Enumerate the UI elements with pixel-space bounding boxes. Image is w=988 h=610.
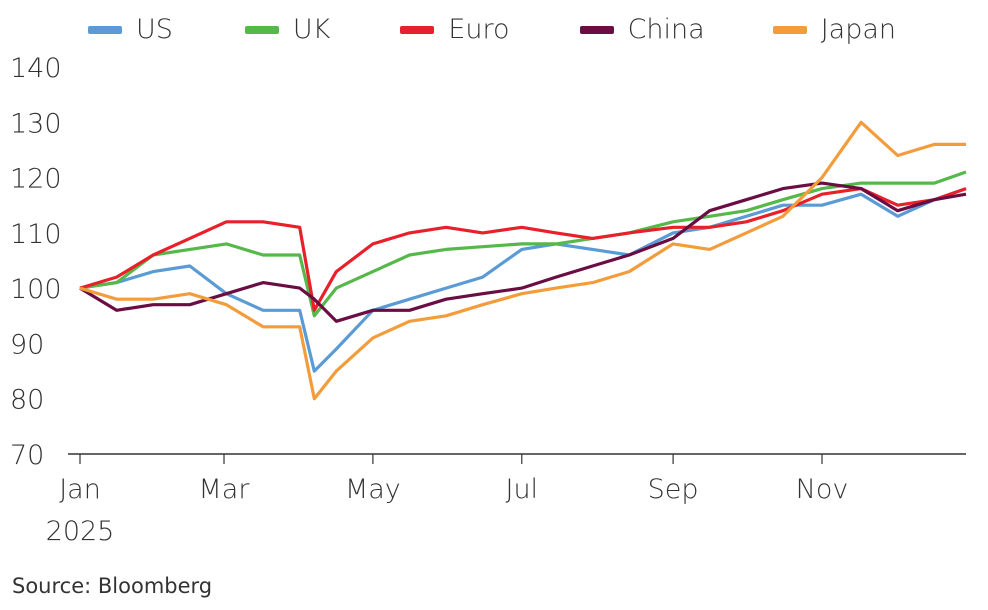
y-tick-label: 130 bbox=[10, 108, 62, 139]
legend-label: US bbox=[136, 14, 173, 45]
series-line-uk bbox=[79, 170, 967, 318]
y-tick-label: 80 bbox=[10, 385, 44, 416]
series-line-japan bbox=[79, 120, 966, 401]
source-note: Source: Bloomberg bbox=[12, 574, 213, 598]
x-tick-label: Mar bbox=[199, 474, 251, 505]
y-tick-label: 100 bbox=[10, 274, 62, 305]
x-tick-label: May bbox=[345, 474, 401, 505]
series-line-us bbox=[79, 187, 967, 373]
y-tick-label: 140 bbox=[10, 53, 62, 84]
legend-swatch bbox=[579, 25, 614, 34]
legend-label: China bbox=[627, 14, 705, 45]
legend-label: Japan bbox=[820, 14, 897, 45]
x-tick-label: Nov bbox=[796, 474, 849, 505]
legend-label: UK bbox=[292, 14, 331, 45]
x-tick-label: Jan bbox=[59, 474, 101, 505]
legend-label: Euro bbox=[448, 14, 510, 45]
x-year-label: 2025 bbox=[46, 516, 115, 547]
legend-swatch bbox=[244, 25, 279, 34]
legend-item-euro: Euro bbox=[400, 14, 510, 45]
y-tick-label: 70 bbox=[10, 440, 44, 471]
legend-item-us: US bbox=[88, 14, 173, 45]
line-chart: 70 80 90 100 110 120 130 140 Jan Mar May Jul Sep Nov 2… bbox=[10, 53, 967, 547]
legend-item-japan: Japan bbox=[772, 14, 897, 45]
y-tick-label: 120 bbox=[10, 164, 62, 195]
legend-swatch bbox=[88, 25, 122, 34]
y-tick-label: 110 bbox=[10, 219, 62, 250]
legend-swatch bbox=[772, 25, 807, 34]
legend-item-uk: UK bbox=[244, 14, 331, 45]
x-tick-label: Jul bbox=[505, 474, 538, 505]
legend-item-china: China bbox=[579, 14, 705, 45]
x-tick-label: Sep bbox=[648, 474, 699, 505]
series-line-euro bbox=[79, 187, 967, 312]
legend-swatch bbox=[400, 25, 435, 34]
chart-legend: US UK Euro China Japan bbox=[88, 14, 896, 45]
y-tick-label: 90 bbox=[10, 329, 44, 360]
